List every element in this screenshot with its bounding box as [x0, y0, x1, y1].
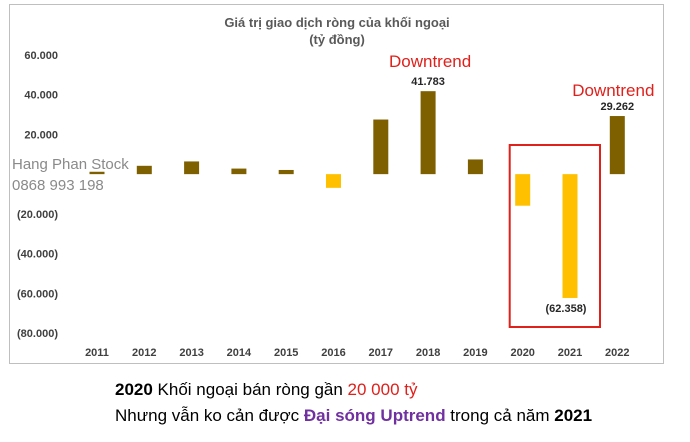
chart-subtitle: (tỷ đồng): [309, 32, 365, 47]
data-labels: 41.783 (62.358) 29.262: [411, 76, 634, 315]
y-tick-label: (80.000): [17, 328, 58, 340]
y-tick-label: (60.000): [17, 288, 58, 300]
bar-2011: [89, 171, 105, 175]
watermark-phone: 0868 993 198: [12, 177, 104, 194]
bar-2017: [373, 119, 389, 175]
y-tick-label: 60.000: [24, 50, 58, 62]
y-tick-label: (40.000): [17, 249, 58, 261]
caption-year-2020: 2020: [115, 380, 153, 399]
x-tick-label: 2017: [369, 347, 393, 359]
bar-2013: [184, 161, 200, 175]
bars: [89, 91, 625, 298]
caption-year-2021: 2021: [554, 406, 593, 425]
x-tick-label: 2020: [510, 347, 534, 359]
x-tick-label: 2014: [227, 347, 252, 359]
x-tick-label: 2022: [605, 347, 629, 359]
x-axis: 2011 2012 2013 2014 2015 2016 2017 2018 2019 2020…: [85, 347, 629, 359]
caption-text-2: Nhưng vẫn ko cản được: [115, 406, 304, 425]
caption-line-2: Nhưng vẫn ko cản được Đại sóng Uptrend t…: [115, 406, 592, 426]
bar-2021: [562, 174, 578, 298]
x-tick-label: 2021: [558, 347, 582, 359]
x-tick-label: 2018: [416, 347, 440, 359]
annotations: Downtrend Downtrend: [389, 52, 654, 328]
downtrend-annotation: Downtrend: [389, 52, 471, 71]
watermark-name: Hang Phan Stock: [12, 156, 129, 173]
y-tick-label: (20.000): [17, 209, 58, 221]
x-tick-label: 2013: [179, 347, 203, 359]
bar-2018: [420, 91, 436, 175]
caption-text-3: trong cả năm: [445, 406, 555, 425]
chart-title: Giá trị giao dịch ròng của khối ngoại: [224, 15, 449, 30]
x-tick-label: 2019: [463, 347, 487, 359]
bar-2020: [515, 174, 531, 206]
bar-chart: Giá trị giao dịch ròng của khối ngoại (t…: [17, 15, 654, 359]
caption-highlight: Đại sóng Uptrend: [303, 406, 446, 425]
y-axis: 60.000 40.000 20.000 (20.000) (40.000) (60.00…: [17, 50, 58, 340]
y-tick-label: 20.000: [24, 129, 58, 141]
x-tick-label: 2016: [321, 347, 345, 359]
highlight-box: [508, 144, 602, 328]
data-label: 29.262: [600, 101, 634, 113]
bar-2022: [609, 116, 625, 175]
bar-2012: [136, 165, 152, 175]
x-tick-label: 2012: [132, 347, 156, 359]
x-tick-label: 2011: [85, 347, 109, 359]
chart-frame: Giá trị giao dịch ròng của khối ngoại (t…: [9, 4, 664, 364]
bar-2019: [467, 159, 483, 175]
x-tick-label: 2015: [274, 347, 298, 359]
y-tick-label: 40.000: [24, 90, 58, 102]
caption-text-1: Khối ngoại bán ròng gần: [152, 380, 348, 399]
bar-2014: [231, 168, 247, 175]
caption-line-1: 2020 Khối ngoại bán ròng gần 20 000 tỷ: [115, 380, 418, 400]
data-label: (62.358): [546, 303, 587, 315]
data-label: 41.783: [411, 76, 445, 88]
bar-2015: [278, 169, 294, 175]
bar-2016: [326, 174, 341, 188]
downtrend-annotation: Downtrend: [572, 81, 654, 100]
caption-value: 20 000 tỷ: [347, 380, 418, 399]
